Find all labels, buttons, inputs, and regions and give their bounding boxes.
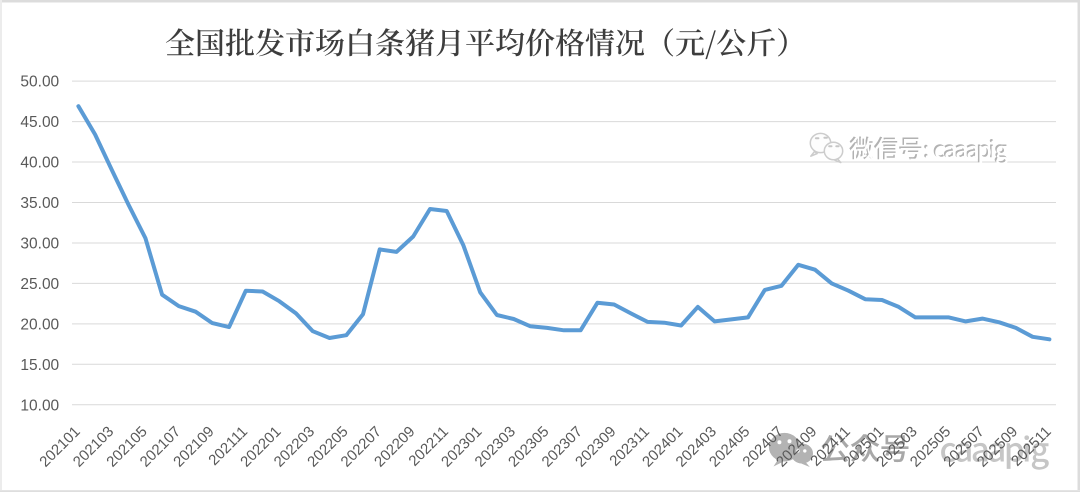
svg-text:50.00: 50.00	[20, 74, 59, 91]
svg-text:40.00: 40.00	[20, 155, 59, 172]
svg-text:35.00: 35.00	[20, 195, 59, 212]
svg-text:15.00: 15.00	[20, 357, 59, 374]
svg-text:30.00: 30.00	[20, 236, 59, 253]
svg-text:20.00: 20.00	[20, 317, 59, 334]
svg-text:10.00: 10.00	[20, 397, 59, 414]
svg-text:25.00: 25.00	[20, 276, 59, 293]
svg-text:45.00: 45.00	[20, 114, 59, 131]
